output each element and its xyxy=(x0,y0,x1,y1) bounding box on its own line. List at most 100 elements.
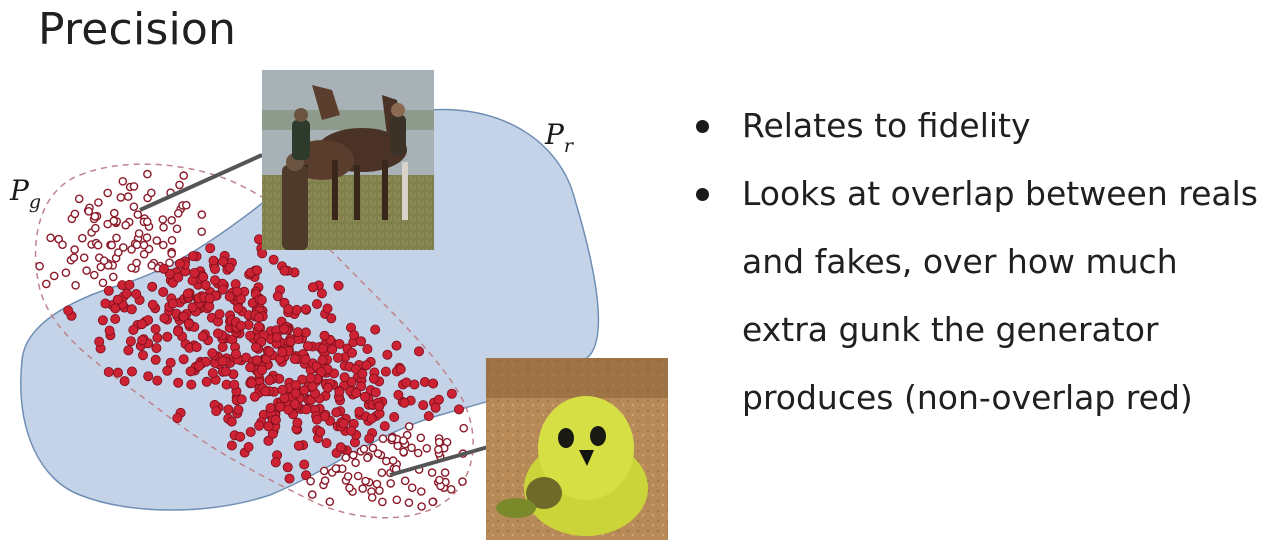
non-overlap-sample-dot xyxy=(387,433,397,443)
non-overlap-sample-dot xyxy=(129,202,139,211)
overlap-sample-dot xyxy=(205,243,216,254)
overlap-sample-dot xyxy=(97,315,108,326)
overlap-sample-dot xyxy=(151,343,162,354)
overlap-sample-dot xyxy=(361,360,372,371)
non-overlap-sample-dot xyxy=(440,468,450,477)
overlap-sample-dot xyxy=(322,303,333,314)
overlap-sample-dot xyxy=(346,425,357,436)
non-overlap-sample-dot xyxy=(307,490,317,499)
overlap-sample-dot xyxy=(321,438,332,449)
overlap-sample-dot xyxy=(110,303,121,314)
non-overlap-sample-dot xyxy=(142,217,152,226)
non-overlap-sample-dot xyxy=(175,180,184,190)
non-overlap-sample-dot xyxy=(428,497,438,507)
overlap-sample-dot xyxy=(243,441,254,452)
overlap-sample-dot xyxy=(123,345,134,356)
non-overlap-sample-dot xyxy=(407,443,416,453)
overlap-sample-dot xyxy=(224,291,235,302)
overlap-sample-dot xyxy=(349,330,360,341)
non-overlap-sample-dot xyxy=(413,448,423,458)
overlap-sample-dot xyxy=(277,384,288,395)
overlap-sample-dot xyxy=(256,295,267,306)
non-overlap-sample-dot xyxy=(320,476,330,485)
non-overlap-sample-dot xyxy=(331,464,341,473)
overlap-sample-dot xyxy=(265,402,276,413)
overlap-sample-dot xyxy=(209,275,220,286)
overlap-sample-dot xyxy=(282,462,293,473)
non-overlap-sample-dot xyxy=(353,471,363,481)
non-overlap-sample-dot xyxy=(93,240,103,250)
overlap-sample-dot xyxy=(446,388,457,399)
overlap-sample-dot xyxy=(453,404,464,415)
overlap-sample-dot xyxy=(307,282,318,293)
overlap-sample-dot xyxy=(158,286,169,297)
bullet-item: Looks at overlap between reals and fakes… xyxy=(690,160,1260,432)
overlap-sample-dot xyxy=(94,336,105,347)
non-overlap-sample-dot xyxy=(179,171,188,180)
overlap-sample-dot xyxy=(326,313,337,324)
overlap-sample-dot xyxy=(209,264,220,275)
overlap-sample-dot xyxy=(110,313,121,324)
overlap-sample-dot xyxy=(212,328,223,339)
overlap-sample-dot xyxy=(103,366,114,377)
overlap-sample-dot xyxy=(423,411,434,422)
overlap-sample-dot xyxy=(292,417,303,428)
non-overlap-sample-dot xyxy=(459,423,469,433)
non-overlap-sample-dot xyxy=(139,240,149,250)
overlap-sample-dot xyxy=(253,321,264,332)
overlap-sample-dot xyxy=(245,426,256,437)
non-overlap-sample-dot xyxy=(181,200,191,210)
non-overlap-sample-dot xyxy=(121,220,130,230)
overlap-sample-dot xyxy=(290,388,301,399)
overlap-sample-dot xyxy=(193,360,204,371)
non-overlap-sample-dot xyxy=(35,261,44,271)
non-overlap-sample-dot xyxy=(42,279,51,289)
overlap-sample-dot xyxy=(292,327,303,338)
overlap-sample-dot xyxy=(289,399,300,410)
overlap-sample-dot xyxy=(272,291,283,302)
overlap-sample-dot xyxy=(409,379,420,390)
overlap-sample-dot xyxy=(103,285,114,296)
overlap-sample-dot xyxy=(316,288,327,299)
non-overlap-sample-dot xyxy=(129,182,139,191)
overlap-sample-dot xyxy=(391,340,402,351)
overlap-sample-dot xyxy=(380,366,391,377)
non-overlap-sample-dot xyxy=(306,476,315,486)
overlap-sample-dot xyxy=(334,338,345,349)
overlap-sample-dot xyxy=(200,280,211,291)
overlap-sample-dot xyxy=(167,298,178,309)
non-overlap-sample-dot xyxy=(118,176,128,186)
non-overlap-sample-dot xyxy=(143,169,152,179)
overlap-sample-dot xyxy=(251,355,262,366)
overlap-sample-dot xyxy=(250,342,261,353)
overlap-sample-dot xyxy=(270,457,281,468)
overlap-sample-dot xyxy=(104,325,115,336)
overlap-sample-dot xyxy=(131,288,142,299)
overlap-sample-dot xyxy=(182,288,193,299)
non-overlap-sample-dot xyxy=(70,209,80,219)
overlap-sample-dot xyxy=(245,330,256,341)
overlap-sample-dot xyxy=(235,320,246,331)
overlap-sample-dot xyxy=(158,263,169,274)
non-overlap-sample-dot xyxy=(165,258,174,268)
overlap-sample-dot xyxy=(291,304,302,315)
overlap-sample-dot xyxy=(315,426,326,437)
non-overlap-sample-dot xyxy=(74,194,84,204)
non-overlap-sample-dot xyxy=(159,222,168,232)
precision-diagram: Pr Pg xyxy=(9,70,668,540)
overlap-sample-dot xyxy=(232,286,243,297)
bullet-item: Relates to fidelity xyxy=(690,92,1260,160)
non-overlap-sample-dot xyxy=(142,233,152,242)
overlap-sample-dot xyxy=(217,256,228,267)
overlap-sample-dot xyxy=(283,404,294,415)
overlap-sample-dot xyxy=(124,279,135,290)
overlap-sample-dot xyxy=(307,381,318,392)
non-overlap-sample-dot xyxy=(98,278,108,288)
non-overlap-sample-dot xyxy=(404,422,414,431)
overlap-sample-dot xyxy=(187,251,198,262)
non-overlap-sample-dot xyxy=(372,479,382,489)
non-overlap-sample-dot xyxy=(116,193,126,202)
non-overlap-sample-dot xyxy=(434,445,443,454)
overlap-sample-dot xyxy=(300,304,311,315)
overlap-sample-dot xyxy=(252,265,263,276)
